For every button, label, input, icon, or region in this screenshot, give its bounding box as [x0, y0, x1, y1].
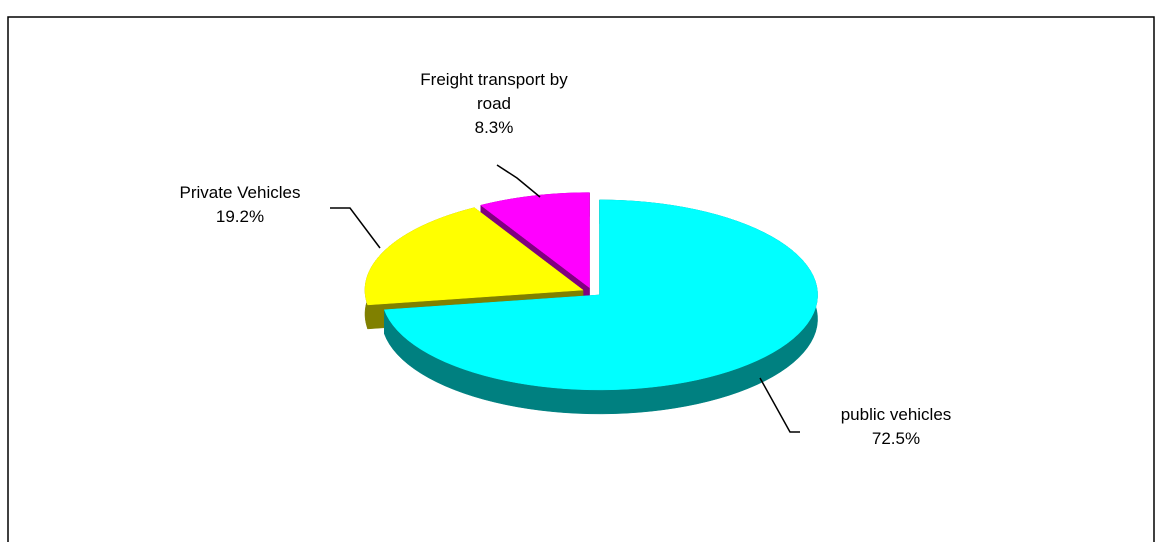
- slice-label: public vehicles: [840, 405, 952, 424]
- slice-value-label: 8.3%: [474, 118, 514, 137]
- leader-line: [496, 164, 541, 198]
- slice-value-label: 19.2%: [215, 207, 265, 226]
- leader-line: [759, 377, 800, 433]
- slice: [383, 199, 818, 391]
- slice-value-label: 72.5%: [871, 429, 921, 448]
- slice: [364, 207, 584, 306]
- slice-label: Private Vehicles: [179, 183, 301, 202]
- leader-line: [330, 207, 381, 249]
- slice: [480, 192, 590, 289]
- slice-label: Freight transport by road: [420, 70, 568, 113]
